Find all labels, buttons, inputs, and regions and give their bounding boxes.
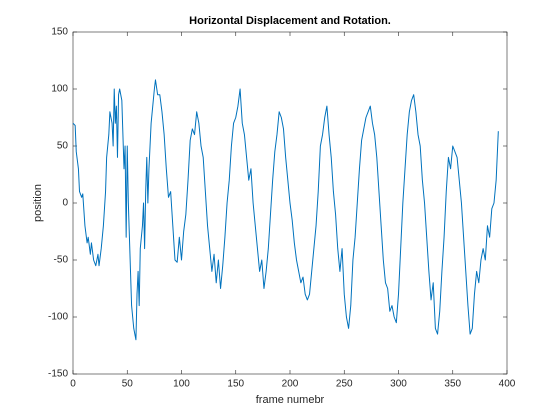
x-tick-label: 150 <box>227 379 244 390</box>
y-tick-label: 150 <box>51 27 68 38</box>
y-tick-label: 50 <box>57 141 69 152</box>
x-tick-label: 250 <box>336 379 353 390</box>
x-tick-label: 400 <box>499 379 516 390</box>
y-tick-label: -50 <box>54 255 69 266</box>
x-tick-label: 100 <box>173 379 190 390</box>
x-tick-label: 350 <box>444 379 461 390</box>
y-axis-label: position <box>32 184 44 222</box>
data-line <box>72 79 499 341</box>
y-tick-label: -150 <box>48 369 68 380</box>
x-tick-label: 200 <box>282 379 299 390</box>
x-axis-label: frame numebr <box>256 394 325 406</box>
chart-title: Horizontal Displacement and Rotation. <box>189 15 391 27</box>
y-tick-label: -100 <box>48 312 68 323</box>
x-tick-label: 300 <box>390 379 407 390</box>
y-tick-label: 0 <box>62 198 68 209</box>
x-tick-label: 50 <box>122 379 134 390</box>
y-tick-label: 100 <box>51 84 68 95</box>
x-tick-label: 0 <box>70 379 76 390</box>
